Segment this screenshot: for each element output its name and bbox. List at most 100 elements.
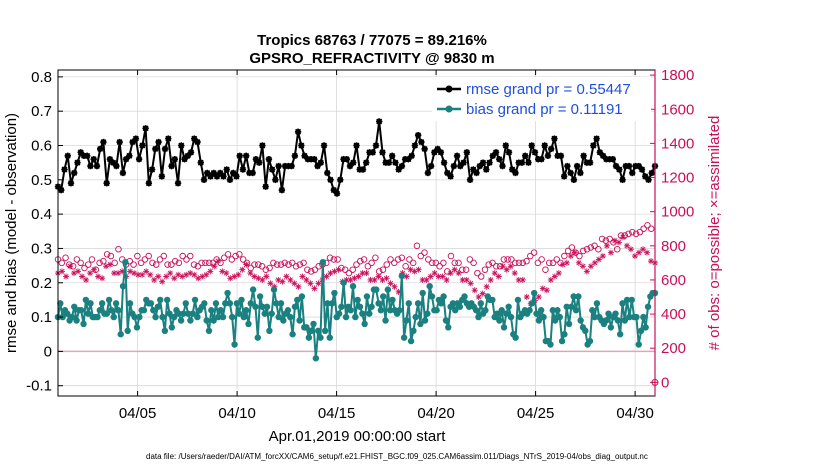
bias-point bbox=[614, 317, 622, 324]
bias-point bbox=[115, 307, 122, 314]
obs-assimilated-point bbox=[259, 276, 266, 283]
rmse-marker-dot bbox=[564, 163, 571, 169]
obs-assimilated-point bbox=[335, 266, 342, 273]
rmse-marker-dot bbox=[259, 142, 266, 149]
bias-point bbox=[245, 320, 252, 328]
obs-possible-point bbox=[489, 259, 496, 267]
obs-assimilated-point bbox=[87, 270, 94, 277]
bias-point bbox=[154, 303, 162, 310]
rmse-point bbox=[463, 149, 471, 156]
rmse-marker-dot bbox=[220, 173, 227, 180]
bias-point bbox=[500, 324, 508, 331]
bias-point bbox=[547, 341, 554, 348]
rmse-marker-dot bbox=[645, 177, 652, 183]
asterisk-stroke bbox=[420, 277, 426, 283]
rmse-marker-dot bbox=[116, 139, 123, 145]
obs-assimilated-point bbox=[591, 259, 598, 266]
bias-point bbox=[268, 310, 275, 317]
obs-possible-point bbox=[164, 261, 171, 268]
bias-point bbox=[284, 307, 292, 314]
asterisk-stroke bbox=[516, 277, 522, 283]
rmse-point bbox=[135, 156, 143, 163]
rmse-marker-dot bbox=[295, 128, 301, 135]
bias-point bbox=[157, 296, 164, 304]
y-right-tick-label-4: 800 bbox=[661, 238, 686, 255]
bias-point bbox=[570, 293, 577, 300]
obs-possible-point bbox=[534, 259, 542, 267]
rmse-marker-dot bbox=[334, 190, 340, 197]
bias-point bbox=[184, 310, 192, 317]
bias-point bbox=[449, 300, 457, 307]
obs-possible-point bbox=[613, 245, 621, 253]
obs-possible-point bbox=[598, 235, 606, 243]
asterisk-stroke bbox=[604, 243, 610, 249]
bias-point bbox=[349, 282, 357, 290]
asterisk-stroke bbox=[580, 263, 586, 269]
obs-assimilated-point bbox=[239, 266, 246, 273]
asterisk-stroke bbox=[83, 277, 89, 283]
obs-assimilated-point bbox=[451, 266, 458, 273]
y-right-axis-ticks: 0 200 400 600 800 1000 1200 1400 1600 1800 bbox=[650, 67, 694, 396]
bias-point bbox=[577, 317, 584, 324]
bias-point bbox=[98, 300, 106, 307]
asterisk-stroke bbox=[127, 268, 133, 274]
rmse-marker-dot bbox=[467, 177, 473, 183]
bias-point bbox=[635, 341, 642, 348]
rmse-point bbox=[418, 138, 425, 146]
rmse-marker-dot bbox=[243, 152, 249, 159]
rmse-point bbox=[168, 162, 175, 170]
obs-possible-point bbox=[629, 228, 636, 236]
obs-possible-point bbox=[542, 266, 549, 273]
bias-point bbox=[503, 310, 510, 317]
rmse-point bbox=[239, 166, 247, 173]
rmse-point bbox=[372, 142, 380, 149]
asterisk-stroke bbox=[584, 268, 590, 274]
legend-bias-marker bbox=[445, 105, 453, 113]
obs-assimilated-point bbox=[267, 280, 274, 287]
rmse-point bbox=[113, 162, 120, 170]
bias-point bbox=[217, 307, 224, 314]
rmse-marker-dot bbox=[337, 177, 344, 183]
obs-possible-point bbox=[330, 256, 338, 263]
asterisk-stroke bbox=[255, 275, 261, 281]
obs-possible-point bbox=[205, 259, 213, 267]
rmse-marker-dot bbox=[587, 159, 593, 166]
rmse-marker-dot bbox=[266, 156, 272, 163]
rmse-point bbox=[77, 149, 84, 156]
rmse-point bbox=[311, 156, 318, 163]
obs-possible-point bbox=[583, 245, 591, 253]
obs-assimilated-point bbox=[587, 263, 594, 270]
asterisk-stroke bbox=[480, 291, 486, 297]
rmse-marker-dot bbox=[502, 142, 509, 149]
rmse-point bbox=[512, 169, 519, 177]
bias-point bbox=[238, 296, 245, 304]
bias-point bbox=[175, 310, 182, 317]
obs-possible-point bbox=[519, 259, 527, 267]
bias-point bbox=[626, 313, 633, 321]
rmse-point bbox=[392, 159, 399, 166]
asterisk-stroke bbox=[468, 280, 474, 286]
obs-assimilated-point bbox=[495, 273, 502, 280]
asterisk-stroke bbox=[588, 263, 594, 269]
asterisk-stroke bbox=[608, 250, 614, 256]
bias-point bbox=[565, 320, 573, 328]
obs-possible-point bbox=[107, 252, 115, 260]
asterisk-stroke bbox=[384, 275, 390, 281]
rmse-point bbox=[178, 142, 185, 149]
rmse-marker-dot bbox=[639, 166, 645, 173]
rmse-point bbox=[398, 162, 406, 170]
asterisk-stroke bbox=[648, 258, 654, 264]
obs-assimilated-point bbox=[299, 273, 306, 280]
bias-point bbox=[124, 327, 131, 334]
rmse-marker-dot bbox=[616, 166, 623, 173]
obs-assimilated-point bbox=[563, 259, 570, 266]
obs-assimilated-point bbox=[511, 270, 518, 277]
obs-assimilated-point bbox=[75, 268, 82, 275]
bias-point bbox=[298, 293, 306, 300]
asterisk-stroke bbox=[363, 270, 370, 276]
obs-possible-point bbox=[262, 266, 270, 273]
rmse-marker-dot bbox=[428, 163, 434, 169]
rmse-marker-dot bbox=[227, 177, 233, 183]
bias-point bbox=[352, 313, 359, 321]
rmse-point bbox=[363, 159, 370, 166]
